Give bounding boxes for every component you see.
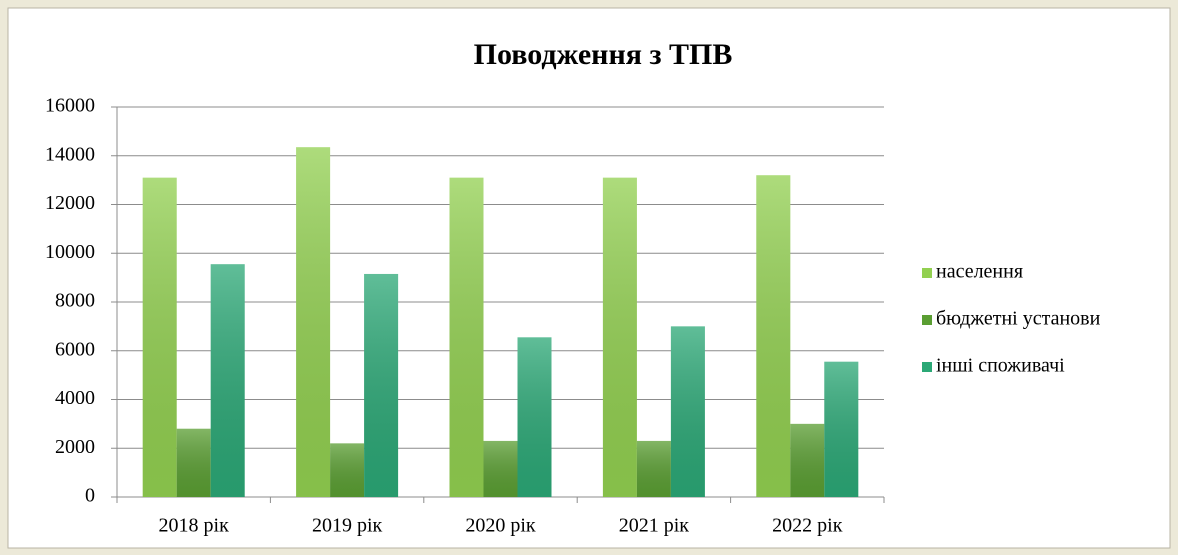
legend-swatch (922, 362, 932, 372)
y-tick-label: 14000 (45, 143, 95, 165)
bar (670, 326, 705, 497)
bar (176, 428, 211, 497)
y-tick-label: 8000 (55, 290, 95, 312)
bar (602, 177, 637, 497)
y-tick-label: 2000 (55, 436, 95, 458)
chart-title: Поводження з ТПВ (474, 38, 733, 71)
bar (483, 440, 518, 497)
y-tick-label: 10000 (45, 241, 95, 263)
legend-swatch (922, 268, 932, 278)
x-tick-label: 2019 рік (312, 515, 383, 537)
legend-swatch (922, 315, 932, 325)
bar (364, 273, 399, 497)
x-tick-label: 2020 рік (465, 515, 536, 537)
bar (330, 443, 365, 497)
bar (756, 175, 791, 497)
x-tick-label: 2018 рік (159, 515, 230, 537)
bar (449, 177, 484, 497)
y-tick-label: 16000 (45, 95, 95, 117)
bar (636, 440, 671, 497)
legend-label: населення (936, 261, 1023, 283)
bar (210, 264, 245, 497)
bar (790, 423, 825, 497)
x-tick-label: 2021 рік (619, 515, 690, 537)
legend-label: бюджетні установи (936, 308, 1101, 330)
bar (517, 337, 552, 497)
y-tick-label: 6000 (55, 338, 95, 360)
y-tick-label: 0 (85, 485, 95, 507)
x-tick-label: 2022 рік (772, 515, 843, 537)
y-tick-label: 4000 (55, 387, 95, 409)
legend-label: інші споживачі (936, 355, 1065, 377)
bar (142, 177, 177, 497)
bar (296, 147, 331, 497)
bar (824, 361, 859, 497)
y-tick-label: 12000 (45, 192, 95, 214)
